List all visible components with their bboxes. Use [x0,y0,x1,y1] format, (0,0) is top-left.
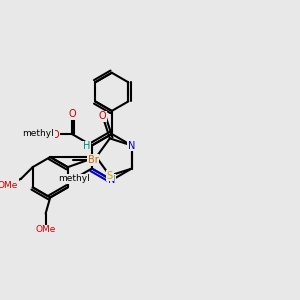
Text: OMe: OMe [0,181,17,190]
Text: methyl: methyl [22,130,54,139]
Text: methyl: methyl [58,174,90,183]
Text: O: O [52,130,60,140]
Text: N: N [128,140,135,151]
Text: H: H [83,141,90,151]
Text: methyl: methyl [22,130,54,139]
Text: Br: Br [88,155,98,165]
Text: S: S [107,171,113,181]
Text: O: O [99,112,106,122]
Text: N: N [108,175,116,185]
Text: O: O [68,110,76,119]
Text: OMe: OMe [35,225,56,234]
